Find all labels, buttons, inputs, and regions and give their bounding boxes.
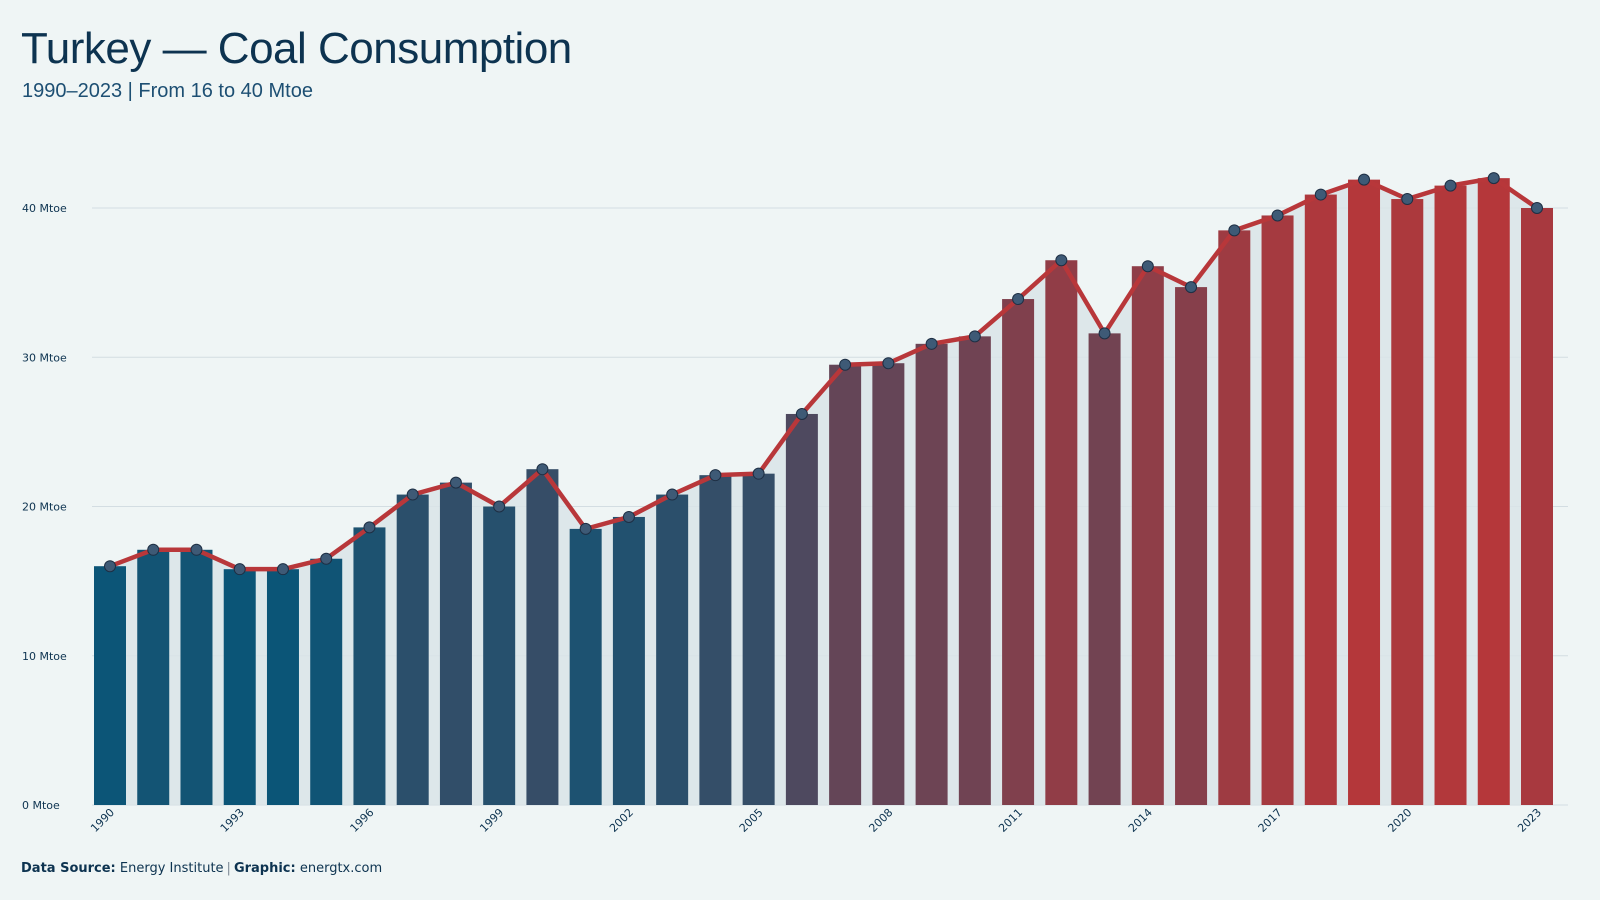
bar-2022 (1477, 178, 1510, 805)
bar-2015 (1175, 287, 1208, 805)
bar-2013 (1088, 333, 1121, 805)
bar-2020 (1391, 199, 1424, 806)
x-tick-label: 2005 (737, 806, 766, 835)
bars (94, 178, 1553, 806)
source-label: Data Source: (21, 861, 116, 876)
x-tick-label: 2020 (1385, 806, 1414, 835)
marker-2005 (752, 467, 765, 480)
marker-1992 (190, 543, 203, 556)
x-tick-label: 1990 (88, 806, 117, 835)
bar-1992 (180, 549, 213, 805)
bar-2021 (1434, 185, 1467, 806)
marker-2014 (1141, 260, 1154, 273)
line-markers (104, 172, 1543, 576)
chart-footer: Data Source: Energy Institute | Graphic: e… (21, 861, 382, 876)
x-tick-label: 2014 (1126, 806, 1155, 835)
marker-2015 (1185, 281, 1198, 294)
marker-2003 (666, 488, 679, 501)
bar-2007 (829, 364, 862, 805)
marker-1990 (104, 560, 116, 573)
marker-2018 (1314, 188, 1327, 201)
x-tick-label: 2011 (996, 806, 1025, 835)
footer-separator: | (226, 861, 231, 876)
marker-1999 (493, 500, 506, 513)
marker-2000 (536, 463, 549, 476)
x-tick-label: 1993 (218, 806, 247, 835)
bar-2012 (1045, 260, 1078, 805)
bar-1998 (439, 482, 472, 805)
marker-1991 (147, 543, 160, 556)
bar-2018 (1304, 194, 1337, 805)
trend-line (107, 175, 1540, 572)
marker-2011 (1012, 293, 1025, 306)
y-tick-label: 10 Mtoe (22, 650, 67, 663)
source-value: Energy Institute (119, 861, 224, 876)
marker-2020 (1401, 193, 1414, 206)
bar-2014 (1131, 266, 1164, 805)
marker-2012 (1055, 254, 1068, 267)
bar-1999 (483, 506, 516, 805)
marker-2004 (709, 469, 722, 482)
bar-2000 (526, 469, 559, 805)
bar-2023 (1521, 208, 1553, 805)
chart-title: Turkey — Coal Consumption (21, 24, 572, 73)
marker-2002 (622, 510, 635, 523)
y-tick-label: 40 Mtoe (22, 202, 67, 215)
x-tick-label: 2008 (866, 806, 895, 835)
marker-2017 (1271, 209, 1284, 222)
x-tick-label: 1996 (348, 806, 377, 835)
y-axis-labels: 0 Mtoe 10 Mtoe 20 Mtoe 30 Mtoe 40 Mtoe (22, 202, 67, 812)
marker-2009 (925, 337, 938, 350)
bar-1994 (266, 569, 299, 805)
bar-2005 (742, 473, 775, 805)
x-tick-label: 1999 (477, 806, 506, 835)
bar-1997 (396, 494, 429, 805)
marker-1998 (449, 476, 462, 489)
x-tick-label: 2023 (1515, 806, 1544, 835)
marker-1997 (406, 488, 419, 501)
marker-2021 (1444, 179, 1457, 192)
graphic-label: Graphic: (233, 861, 296, 876)
x-tick-label: 2002 (607, 806, 636, 835)
bar-2003 (656, 494, 689, 805)
marker-2010 (968, 330, 981, 343)
marker-2001 (579, 522, 592, 535)
marker-1995 (320, 552, 333, 565)
x-axis-labels: 1990 1993 1996 1999 2002 2005 2008 2011 2014 2017… (88, 806, 1544, 835)
marker-2013 (1098, 327, 1111, 340)
marker-2008 (882, 357, 895, 370)
marker-1993 (233, 563, 246, 576)
bar-1991 (137, 549, 170, 805)
bar-1990 (94, 566, 126, 805)
marker-2006 (795, 407, 808, 420)
bar-2006 (785, 413, 818, 805)
bar-2017 (1261, 215, 1294, 805)
marker-2019 (1358, 173, 1371, 186)
marker-2007 (839, 358, 852, 371)
x-tick-label: 2017 (1256, 806, 1285, 835)
marker-2022 (1487, 172, 1500, 185)
y-tick-label: 20 Mtoe (22, 501, 67, 514)
bar-2010 (958, 336, 991, 805)
bar-2004 (699, 475, 732, 805)
bar-2001 (569, 528, 602, 805)
bar-2009 (915, 343, 948, 805)
y-tick-label: 0 Mtoe (22, 799, 60, 812)
bar-2016 (1218, 230, 1251, 805)
marker-2023 (1531, 202, 1543, 214)
marker-1996 (363, 521, 376, 534)
bar-2008 (872, 363, 905, 805)
bar-2002 (612, 516, 645, 805)
bar-1993 (223, 569, 256, 805)
marker-2016 (1228, 224, 1241, 237)
bar-1996 (353, 527, 386, 805)
bar-2011 (1002, 299, 1035, 805)
marker-1994 (276, 563, 289, 576)
y-tick-label: 30 Mtoe (22, 351, 67, 364)
bar-1995 (310, 558, 343, 805)
bar-2019 (1348, 179, 1381, 805)
chart-subtitle: 1990–2023 | From 16 to 40 Mtoe (22, 80, 313, 102)
graphic-value: energtx.com (299, 861, 383, 876)
